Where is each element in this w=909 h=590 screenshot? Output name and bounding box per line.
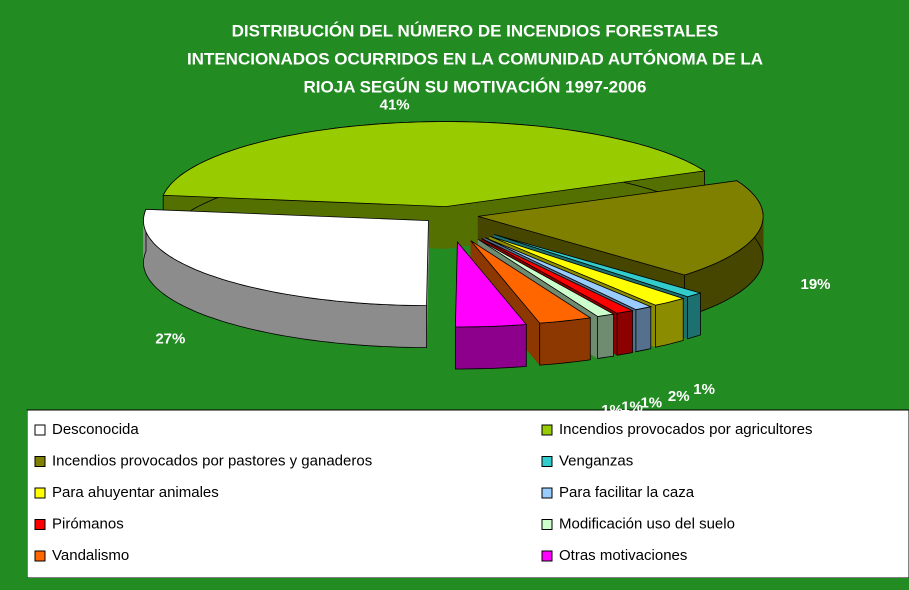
data-label: 3% [559,408,581,425]
legend-swatch [541,550,553,562]
slice-top [454,240,528,328]
chart-title: DISTRIBUCIÓN DEL NÚMERO DE INCENDIOS FOR… [232,21,719,40]
left-strip [0,410,27,590]
slice-top [493,234,702,298]
slice-top [477,238,615,317]
chart-title: RIOJA SEGÚN SU MOTIVACIÓN 1997-2006 [304,77,647,96]
slice-side [539,317,591,366]
slice-top [162,121,706,208]
data-label: 41% [380,97,410,114]
slice-top [143,208,429,307]
legend-label: Vandalismo [52,547,129,564]
legend-box [26,409,909,579]
slice-side [597,313,614,359]
slice-top [481,238,634,314]
data-label: 27% [155,330,185,347]
legend-swatch [34,424,46,436]
bottom-strip [0,578,909,590]
legend-swatch [541,519,553,530]
slice-side [655,297,684,348]
legend-label: Otras motivaciones [559,547,687,564]
legend-swatch [34,519,46,530]
legend-label: Modificación uso del suelo [559,515,735,532]
data-label: 2% [668,388,690,405]
legend-label: Incendios provocados por pastores y gana… [52,452,372,469]
legend-label: Pirómanos [52,515,124,532]
slice-side [616,310,633,356]
chart-title: INTENCIONADOS OCURRIDOS EN LA COMUNIDAD … [187,49,763,68]
legend-swatch [541,487,553,499]
slice-top [470,240,592,324]
legend-label: Desconocida [52,421,139,438]
slice-top [484,237,653,311]
legend-label: Para ahuyentar animales [52,484,219,501]
legend-label: Venganzas [559,452,633,469]
legend-label: Incendios provocados por agricultores [559,421,812,438]
slice-top [489,235,685,306]
data-label: 1% [601,402,623,419]
legend-label: Para facilitar la caza [559,484,695,501]
slice-side [687,292,701,340]
data-label: 1% [640,395,662,412]
slice-side [635,306,652,353]
data-label: 19% [801,276,831,293]
data-label: 4% [482,414,504,431]
slice-side [454,324,527,370]
legend-swatch [34,487,46,499]
slice-top [477,180,764,276]
legend-swatch [541,424,553,436]
legend-swatch [541,456,553,467]
legend-swatch [34,550,46,562]
legend-swatch [34,456,46,467]
data-label: 1% [693,381,715,398]
data-label: 1% [621,399,643,416]
